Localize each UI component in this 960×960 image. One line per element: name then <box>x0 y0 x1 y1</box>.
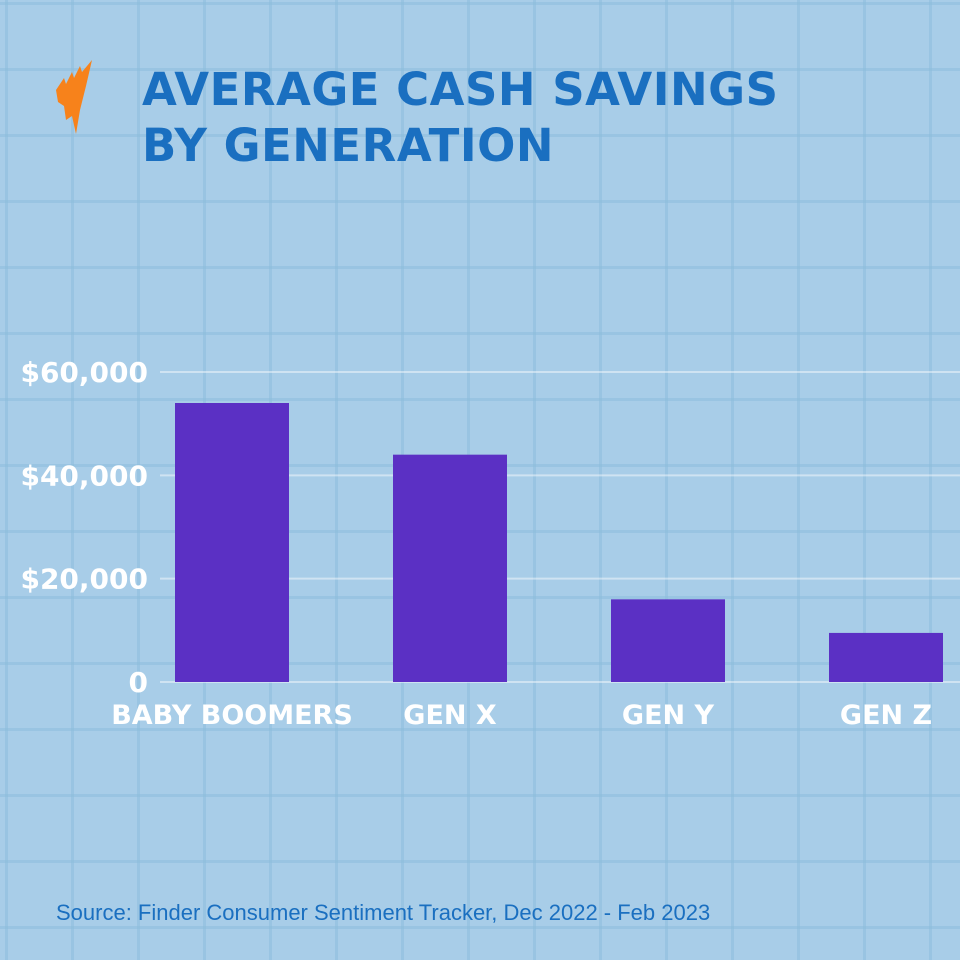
y-tick-label: 0 <box>129 666 148 699</box>
y-tick-label: $60,000 <box>20 356 148 389</box>
bar-gen-z <box>829 632 943 682</box>
y-tick-label: $20,000 <box>20 563 148 596</box>
sbs-logo-icon <box>56 60 92 134</box>
x-tick-label: BABY BOOMERS <box>111 700 353 731</box>
bar-baby-boomers <box>175 403 289 682</box>
y-tick-label: $40,000 <box>20 459 148 492</box>
title-line-2: BY GENERATION <box>142 119 555 172</box>
x-tick-label: GEN X <box>403 700 497 731</box>
bar-gen-y <box>611 599 725 682</box>
source-note: Source: Finder Consumer Sentiment Tracke… <box>56 900 711 925</box>
chart-title: AVERAGE CASH SAVINGS BY GENERATION <box>142 62 779 174</box>
bar-gen-x <box>393 454 507 682</box>
title-line-1: AVERAGE CASH SAVINGS <box>142 63 779 116</box>
x-tick-label: GEN Z <box>840 700 932 731</box>
x-tick-label: GEN Y <box>622 700 715 731</box>
bar-chart: 0 $20,000 $40,000 $60,000 BABY BOOMERS GEN X G… <box>20 356 960 731</box>
